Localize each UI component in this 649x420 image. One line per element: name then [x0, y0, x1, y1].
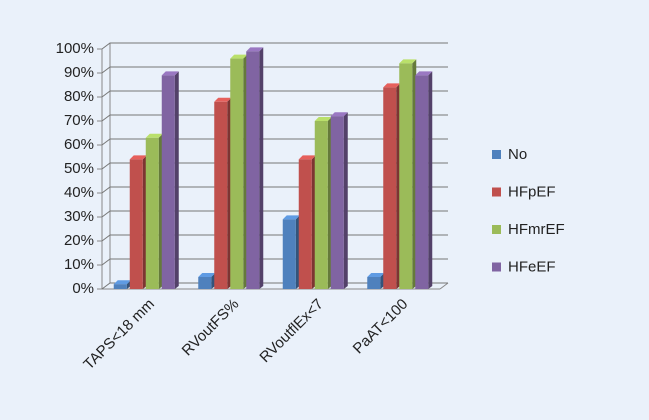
bar [330, 116, 344, 289]
y-tick-label: 20% [64, 232, 94, 249]
bar [161, 75, 175, 290]
y-tick-label: 90% [64, 64, 94, 81]
y-tick-label: 40% [64, 184, 94, 201]
legend-label: HFmrEF [508, 221, 565, 238]
y-tick-label: 70% [64, 112, 94, 129]
bar-top [330, 112, 348, 117]
bar [415, 75, 429, 290]
bar [129, 159, 143, 289]
bar-top [314, 117, 332, 121]
y-tick-label: 100% [56, 40, 94, 57]
legend-label: No [508, 146, 527, 163]
bar-top [161, 71, 179, 76]
bar [314, 121, 328, 289]
bar-top [399, 59, 417, 64]
y-tick-label: 0% [72, 280, 94, 297]
bar-top [383, 83, 401, 88]
bar [282, 219, 296, 289]
bar [399, 63, 413, 290]
grid-line [101, 66, 448, 74]
bar-top [214, 97, 232, 102]
floor-line [439, 282, 449, 290]
y-tick-label: 60% [64, 136, 94, 153]
y-tick-label: 80% [64, 88, 94, 105]
bar [214, 101, 228, 289]
y-tick-label: 30% [64, 208, 94, 225]
bar-side [259, 47, 264, 290]
grid-line [101, 90, 448, 98]
legend-swatch [492, 187, 501, 197]
bar-side [174, 71, 179, 290]
bar [230, 58, 244, 289]
bar [246, 51, 260, 290]
bar-top [298, 155, 316, 160]
bar [383, 87, 397, 290]
bar-top [230, 54, 248, 59]
legend-swatch [492, 150, 501, 159]
bar-side [428, 71, 433, 290]
bar-top [145, 133, 163, 138]
bar-top [246, 47, 264, 52]
bar [113, 284, 127, 289]
bar-top [129, 155, 147, 160]
bar-top [415, 71, 433, 76]
bar [198, 277, 212, 289]
bar-top [367, 273, 385, 277]
legend-swatch [492, 225, 501, 234]
legend-label: HFpEF [508, 183, 556, 200]
bar-top [198, 273, 216, 277]
bar [298, 159, 312, 289]
y-tick-label: 50% [64, 160, 94, 177]
bar-side [343, 112, 348, 289]
legend-swatch [492, 262, 501, 272]
bar-top [282, 215, 300, 220]
y-tick-label: 10% [64, 256, 94, 273]
bar [367, 277, 381, 289]
bar [145, 137, 159, 289]
grid-line [101, 42, 448, 50]
legend-label: HFeEF [508, 258, 556, 275]
bar-top [113, 280, 131, 285]
